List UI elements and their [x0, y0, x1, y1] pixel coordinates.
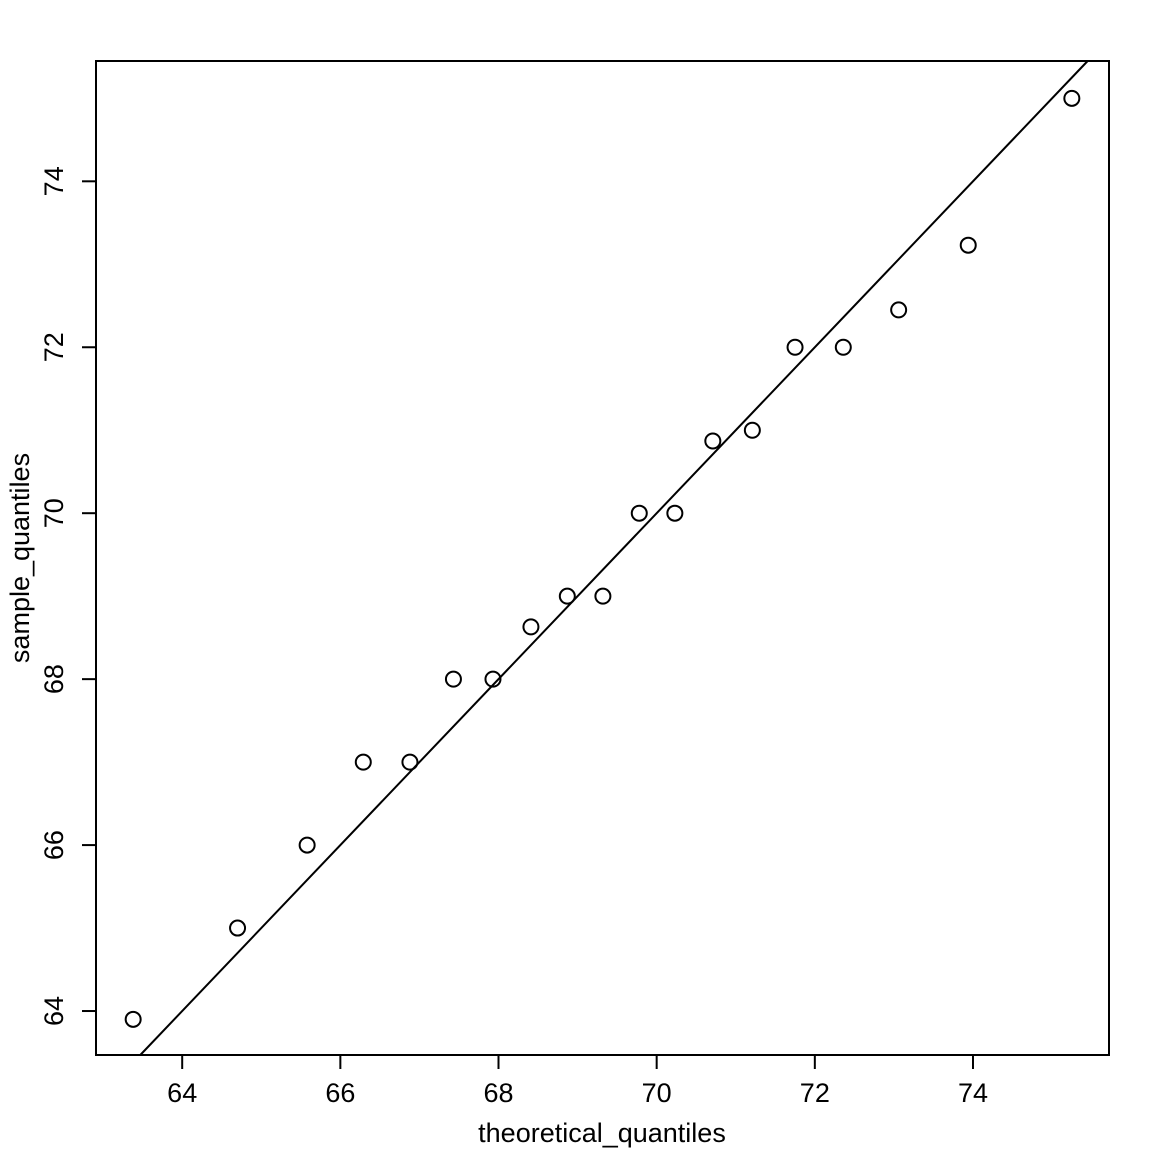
y-tick-label: 70 — [39, 498, 69, 528]
point — [594, 587, 612, 605]
point — [1063, 89, 1081, 107]
y-tick-label: 72 — [39, 332, 69, 362]
point — [959, 236, 977, 254]
point — [890, 301, 908, 319]
point — [704, 432, 722, 450]
x-tick-label: 66 — [325, 1078, 355, 1108]
point — [743, 421, 761, 439]
y-tick-label: 66 — [39, 830, 69, 860]
x-tick-label: 68 — [483, 1078, 513, 1108]
reference-line — [139, 60, 1089, 1056]
point — [834, 338, 852, 356]
y-tick-label: 74 — [39, 166, 69, 196]
plot-box — [95, 60, 1110, 1056]
point — [124, 1010, 142, 1028]
y-axis-title: sample_quantiles — [5, 453, 35, 663]
x-tick-label: 70 — [642, 1078, 672, 1108]
point — [354, 753, 372, 771]
point — [630, 504, 648, 522]
x-tick-label: 72 — [800, 1078, 830, 1108]
point — [444, 670, 462, 688]
x-axis-title: theoretical_quantiles — [478, 1118, 726, 1148]
y-tick-label: 64 — [39, 996, 69, 1026]
point — [401, 753, 419, 771]
point — [484, 670, 502, 688]
point — [522, 618, 540, 636]
point — [229, 919, 247, 937]
point — [558, 587, 576, 605]
point — [298, 836, 316, 854]
x-tick-label: 64 — [167, 1078, 197, 1108]
x-tick-label: 74 — [958, 1078, 988, 1108]
y-tick-label: 68 — [39, 664, 69, 694]
point — [786, 338, 804, 356]
point — [666, 504, 684, 522]
